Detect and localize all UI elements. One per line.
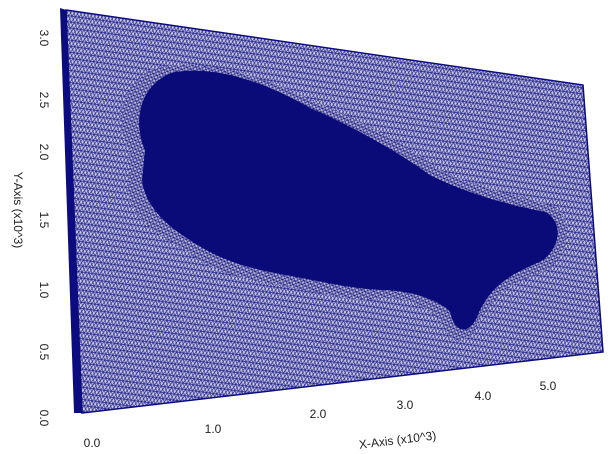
dense-mesh-region — [139, 70, 558, 330]
x-tick-label: 4.0 — [475, 389, 492, 403]
y-tick-label: 1.5 — [37, 212, 51, 229]
y-axis-label: Y-Axis (x10^3) — [11, 172, 25, 249]
x-tick-label: 0.0 — [84, 436, 101, 450]
x-tick-label: 2.0 — [310, 407, 327, 421]
y-tick-label: 1.0 — [37, 282, 51, 299]
y-tick-label: 0.0 — [37, 410, 51, 427]
x-tick-label: 3.0 — [397, 398, 414, 412]
plate-edge — [60, 8, 82, 413]
y-tick-label: 0.5 — [37, 344, 51, 361]
x-axis-label: X-Axis (x10^3) — [358, 428, 437, 451]
x-tick-label: 5.0 — [540, 379, 557, 393]
y-tick-label: 2.5 — [37, 92, 51, 109]
y-tick-label: 3.0 — [37, 30, 51, 47]
x-tick-label: 1.0 — [205, 422, 222, 436]
y-tick-label: 2.0 — [37, 144, 51, 161]
